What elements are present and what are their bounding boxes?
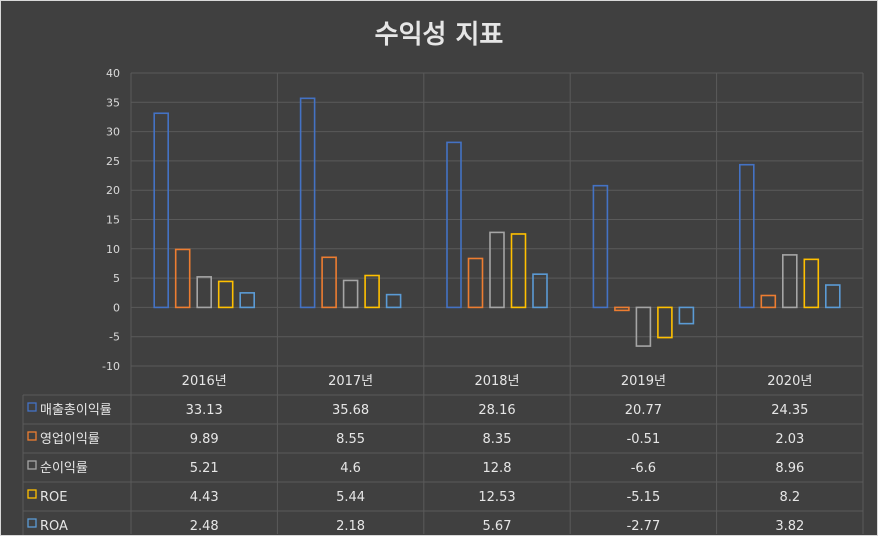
data-label: -5.15	[627, 490, 661, 505]
bar	[824, 284, 841, 309]
bar	[299, 97, 316, 309]
bar	[174, 248, 191, 309]
data-label: 5.44	[336, 490, 365, 505]
legend-key	[27, 518, 37, 528]
y-tick-label: 35	[106, 96, 120, 109]
y-tick-label: 15	[106, 214, 120, 227]
bar	[532, 273, 548, 309]
data-label: 12.8	[483, 461, 512, 476]
data-label: 8.96	[775, 461, 804, 476]
bars	[153, 97, 841, 347]
y-axis: 40 35 30 25 20 15 10 5 0 -5 -10	[102, 67, 120, 373]
y-tick-label: 25	[106, 155, 120, 168]
data-label: -6.6	[631, 461, 656, 476]
bar	[385, 293, 402, 309]
data-label: 5.21	[190, 461, 219, 476]
bar	[489, 231, 505, 309]
data-label: 8.2	[779, 490, 800, 505]
category-label: 2018년	[474, 374, 519, 389]
category-label: 2017년	[328, 374, 373, 389]
data-label: 28.16	[478, 403, 515, 418]
y-tick-label: -5	[109, 331, 120, 344]
y-tick-label: 20	[106, 184, 120, 197]
category-label: 2016년	[182, 374, 227, 389]
chart-title: 수익성 지표	[375, 20, 504, 50]
y-tick-label: 40	[106, 67, 120, 80]
y-tick-label: 0	[113, 301, 120, 314]
bar	[467, 257, 484, 309]
y-tick-label: 5	[113, 272, 120, 285]
bar	[342, 279, 359, 309]
legend-label: 순이익률	[40, 461, 88, 476]
legend-label: 영업이익률	[40, 432, 100, 447]
y-tick-label: 30	[106, 126, 120, 139]
data-label: 5.67	[483, 519, 512, 534]
data-label: 4.43	[190, 490, 219, 505]
bar	[614, 306, 630, 312]
data-label: 12.53	[478, 490, 515, 505]
data-label: 2.18	[336, 519, 365, 534]
data-label: 33.13	[186, 403, 223, 418]
data-label: 8.35	[483, 432, 512, 447]
data-label: -2.77	[627, 519, 661, 534]
bar	[635, 306, 652, 347]
data-label: -0.51	[627, 432, 661, 447]
legend-key	[27, 460, 37, 470]
category-label: 2019년	[621, 374, 666, 389]
category-label: 2020년	[767, 374, 812, 389]
y-tick-label: 10	[106, 243, 120, 256]
bar	[738, 163, 755, 309]
bar	[364, 274, 380, 309]
legend-label: 매출총이익률	[40, 403, 112, 418]
data-label: 20.77	[625, 403, 662, 418]
legend-key	[27, 402, 37, 412]
data-label: 3.82	[775, 519, 804, 534]
bar	[760, 294, 777, 309]
data-label: 9.89	[190, 432, 219, 447]
legend-key	[27, 489, 37, 499]
legend-key	[27, 431, 37, 441]
data-label: 24.35	[771, 403, 808, 418]
bar	[196, 276, 212, 309]
bar	[678, 306, 695, 325]
bar	[657, 306, 673, 339]
bar	[510, 233, 527, 309]
bar	[321, 256, 337, 309]
bar	[153, 112, 169, 309]
y-tick-label: -10	[102, 360, 120, 373]
bar	[446, 141, 462, 309]
bar	[781, 254, 798, 309]
data-label: 35.68	[332, 403, 369, 418]
legend-label: ROA	[40, 519, 68, 534]
data-label: 2.48	[190, 519, 219, 534]
bar	[239, 292, 255, 309]
bar	[803, 258, 820, 309]
data-label: 2.03	[775, 432, 804, 447]
legend-label: ROE	[40, 490, 67, 505]
data-label: 8.55	[336, 432, 365, 447]
bar	[592, 184, 609, 309]
data-label: 4.6	[340, 461, 361, 476]
bar	[217, 280, 234, 309]
